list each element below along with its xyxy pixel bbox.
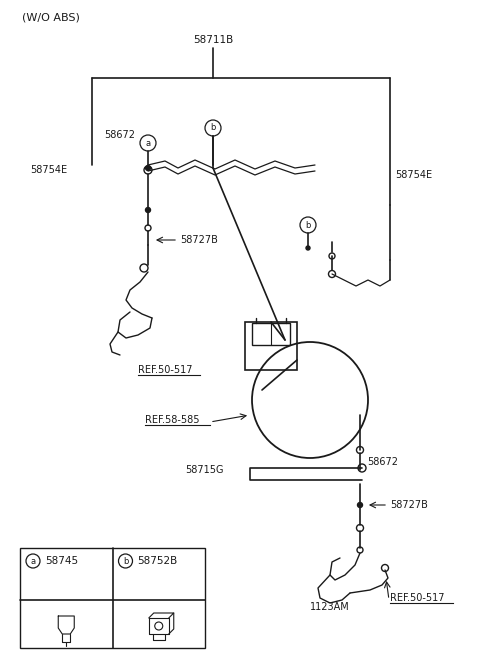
Text: REF.58-585: REF.58-585 [145, 415, 200, 425]
Text: a: a [30, 557, 36, 565]
Bar [245, 322, 297, 370]
Text: 58727B: 58727B [180, 235, 218, 245]
Text: (W/O ABS): (W/O ABS) [22, 12, 80, 22]
Text: 58752B: 58752B [137, 556, 178, 566]
Circle shape [358, 502, 362, 508]
Circle shape [306, 246, 310, 250]
Text: b: b [210, 124, 216, 132]
Text: 58711B: 58711B [193, 35, 233, 45]
Circle shape [145, 166, 151, 170]
Text: 1123AM: 1123AM [310, 602, 350, 612]
Text: 58672: 58672 [367, 457, 398, 467]
Text: a: a [145, 138, 151, 147]
Bar [252, 323, 290, 345]
Text: REF.50-517: REF.50-517 [390, 593, 444, 603]
Circle shape [145, 208, 151, 212]
Text: 58727B: 58727B [390, 500, 428, 510]
Text: 58745: 58745 [45, 556, 78, 566]
Text: 58754E: 58754E [30, 165, 67, 175]
Text: b: b [305, 221, 311, 229]
Text: 58715G: 58715G [185, 465, 224, 475]
Text: b: b [123, 557, 128, 565]
Bar [20, 548, 205, 648]
Text: 58672: 58672 [104, 130, 135, 140]
Text: 58754E: 58754E [395, 170, 432, 180]
Text: REF.50-517: REF.50-517 [138, 365, 192, 375]
